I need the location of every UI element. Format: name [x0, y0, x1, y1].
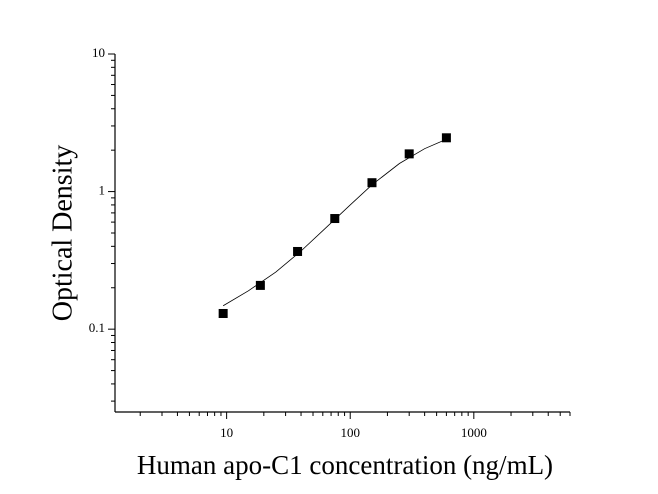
data-point [367, 178, 377, 188]
x-axis-label: Human apo-C1 concentration (ng/mL) [137, 450, 553, 480]
data-point [218, 308, 228, 318]
x-tick-label: 1000 [461, 425, 487, 440]
y-tick-label: 0.1 [89, 320, 105, 335]
data-point [330, 214, 340, 224]
y-tick-label: 1 [99, 183, 106, 198]
data-point [404, 149, 414, 159]
y-tick-label: 10 [92, 45, 105, 60]
y-axis-label: Optical Density [47, 145, 78, 322]
x-tick-label: 100 [340, 425, 360, 440]
data-point [441, 133, 451, 143]
x-tick-label: 10 [220, 425, 233, 440]
data-point [293, 246, 303, 256]
data-point [255, 280, 265, 290]
fit-curve [222, 138, 447, 307]
